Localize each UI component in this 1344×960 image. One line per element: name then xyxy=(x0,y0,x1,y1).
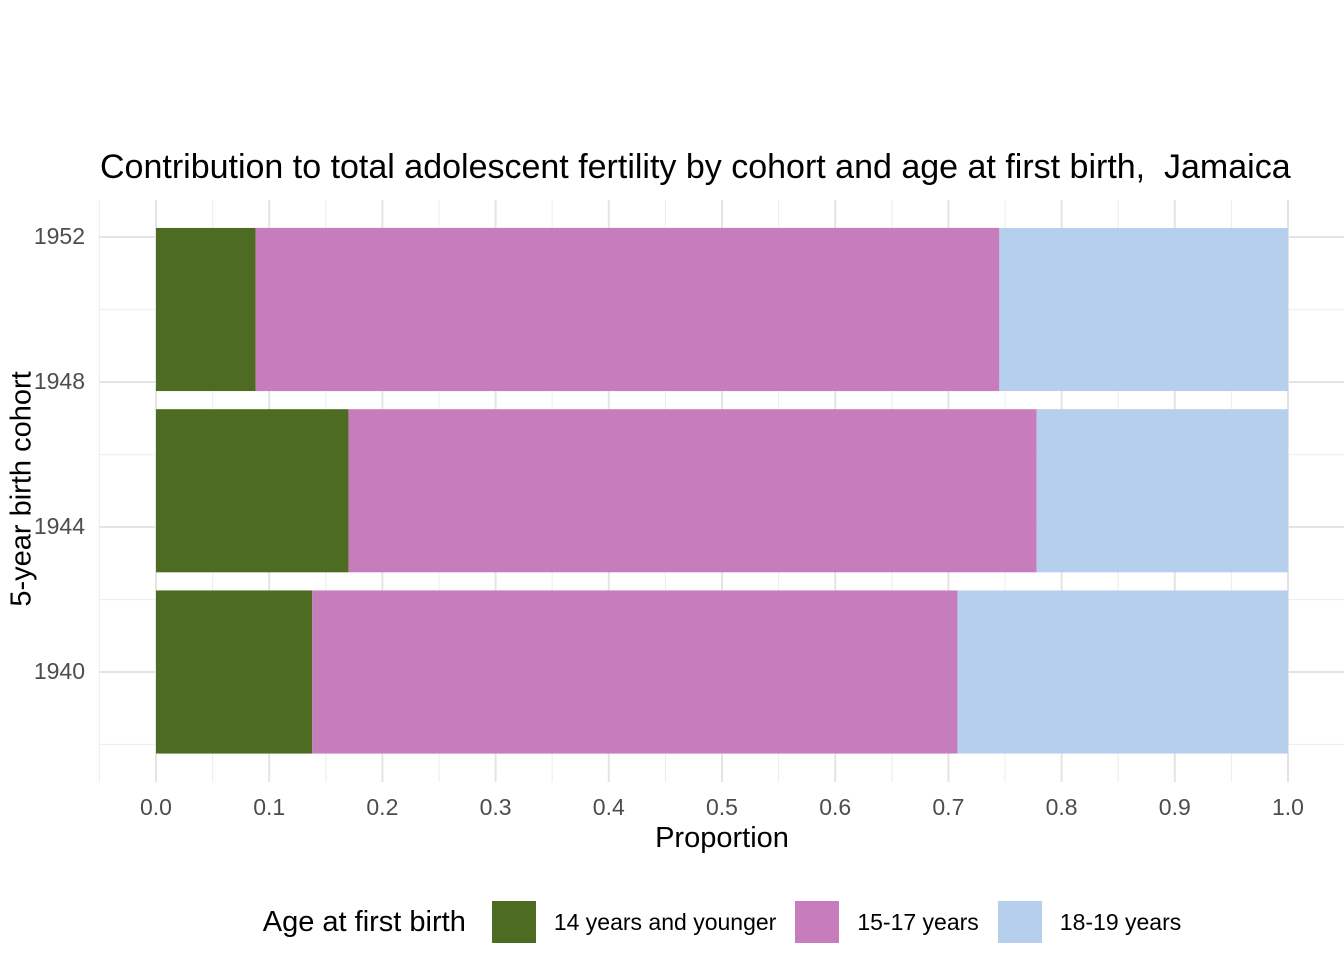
legend-entry-18-19-years: 18-19 years xyxy=(997,901,1182,943)
x-tick-label-0.0: 0.0 xyxy=(140,794,172,820)
x-tick-label-0.2: 0.2 xyxy=(366,794,399,820)
y-tick-label-1940: 1940 xyxy=(33,658,85,684)
legend-entries: 14 years and younger 15-17 years 18-19 yea… xyxy=(491,901,1182,943)
legend-entry-15-17-years: 15-17 years xyxy=(795,901,979,943)
x-tick-label-0.6: 0.6 xyxy=(819,794,852,820)
legend: Age at first birth 14 years and younger 1… xyxy=(100,898,1344,946)
legend-title: Age at first birth xyxy=(262,905,466,938)
x-tick-label-0.1: 0.1 xyxy=(253,794,286,820)
x-tick-label-0.8: 0.8 xyxy=(1045,794,1078,820)
bar-segment-cohort1940-15-17-years xyxy=(312,590,958,754)
x-tick-label-0.5: 0.5 xyxy=(706,794,738,820)
x-axis-title: Proportion xyxy=(655,822,789,854)
bar-segment-cohort1945-15-17-years xyxy=(348,409,1037,573)
y-tick-label-1944: 1944 xyxy=(33,513,85,539)
x-tick-label-0.7: 0.7 xyxy=(932,794,965,820)
legend-swatch-icon xyxy=(795,901,840,943)
x-tick-label-1.0: 1.0 xyxy=(1272,794,1304,820)
bar-segment-cohort1940-14-years-and-younger xyxy=(156,590,313,754)
x-tick-label-0.4: 0.4 xyxy=(592,794,625,820)
bar-segment-cohort1945-14-years-and-younger xyxy=(156,409,349,573)
x-tick-label-0.3: 0.3 xyxy=(479,794,512,820)
y-tick-label-1952: 1952 xyxy=(33,223,85,249)
legend-entry-14-years-and-younger: 14 years and younger xyxy=(491,901,777,943)
legend-swatch-icon xyxy=(491,901,536,943)
y-tick-label-1948: 1948 xyxy=(33,368,85,394)
legend-label: 18-19 years xyxy=(1059,908,1182,935)
bar-segment-cohort1950-15-17-years xyxy=(255,227,1000,392)
legend-swatch-icon xyxy=(997,901,1042,943)
x-tick-label-0.9: 0.9 xyxy=(1158,794,1191,820)
chart-title: Contribution to total adolescent fertili… xyxy=(100,148,1291,186)
bar-segment-cohort1945-18-19-years xyxy=(1036,409,1288,573)
bar-segment-cohort1940-18-19-years xyxy=(957,590,1288,754)
legend-label: 15-17 years xyxy=(857,908,979,935)
bar-segment-cohort1950-14-years-and-younger xyxy=(156,227,256,392)
legend-label: 14 years and younger xyxy=(553,908,777,935)
y-axis-title: 5-year birth cohort xyxy=(5,371,38,607)
bar-segment-cohort1950-18-19-years xyxy=(999,227,1288,392)
